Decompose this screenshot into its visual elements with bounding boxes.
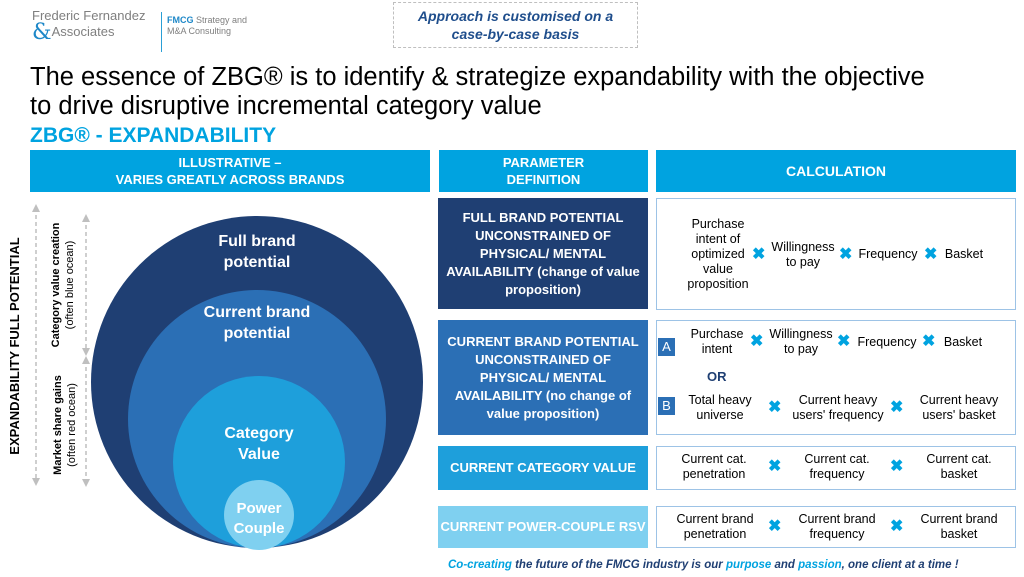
tagline-text2: M&A Consulting	[167, 26, 232, 36]
param-current-brand-potential: CURRENT BRAND POTENTIAL UNCONSTRAINED OF…	[438, 320, 648, 435]
calculation-header: CALCULATION	[656, 150, 1016, 192]
power-couple-label: Power Couple	[214, 499, 304, 539]
multiply-icon: ✖	[890, 458, 904, 475]
axis-creation-arrow-top	[82, 214, 90, 222]
section-title: ZBG® - EXPANDABILITY	[30, 124, 277, 147]
calc1-frequency: Frequency	[858, 247, 918, 261]
calc2-heavy-frequency: Current heavy users' frequency	[792, 393, 884, 422]
calc1-basket: Basket	[944, 247, 984, 261]
footer-w1: Co-creating	[448, 559, 512, 571]
logo-name-line2: &Associates	[32, 22, 145, 44]
power-couple-circle	[224, 480, 294, 550]
illustrative-header: ILLUSTRATIVE – VARIES GREATLY ACROSS BRA…	[30, 150, 430, 192]
or-label: OR	[707, 369, 727, 384]
company-logo: Frederic Fernandez &Associates	[32, 8, 146, 44]
calc-box-category: Current cat. penetration ✖ Current cat. …	[656, 446, 1016, 490]
category-value-label: Category Value	[189, 423, 329, 465]
calc-box-power-couple: Current brand penetration ✖ Current bran…	[656, 506, 1016, 548]
illustrative-line2: VARIES GREATLY ACROSS BRANDS	[115, 172, 345, 187]
approach-note: Approach is customised on a case-by-case…	[393, 2, 638, 48]
logo-ampersand: &	[32, 20, 52, 45]
calc2-purchase-intent: Purchase intent	[690, 327, 744, 356]
footer-w3: purpose	[725, 559, 772, 571]
calc2-frequency: Frequency	[857, 335, 917, 349]
calc-box-current-brand: A Purchase intent ✖ Willingness to pay ✖…	[656, 320, 1016, 435]
calc4-frequency: Current brand frequency	[798, 512, 876, 541]
axis-main-arrow-bottom	[32, 478, 40, 486]
multiply-icon: ✖	[922, 333, 936, 350]
multiply-icon: ✖	[750, 333, 764, 350]
multiply-icon: ✖	[839, 246, 853, 263]
circle1-line1: Full brand	[218, 233, 296, 250]
circle3-line1: Category	[224, 425, 294, 442]
multiply-icon: ✖	[768, 399, 782, 416]
market-share-gains-label: Market share gains (often red ocean)	[51, 370, 81, 480]
market-share-sub: (often red ocean)	[66, 383, 78, 467]
circle1-line2: potential	[223, 254, 291, 271]
title-line1: The essence of ZBG® is to identify & str…	[30, 63, 925, 91]
multiply-icon: ✖	[924, 246, 938, 263]
category-value-creation-label: Category value creation (often blue ocea…	[49, 215, 79, 355]
company-tagline: FMCG Strategy and M&A Consulting	[167, 15, 247, 37]
expandability-diagram	[32, 204, 423, 550]
calc-box-full-brand: Purchase intent of optimized value propo…	[656, 198, 1016, 310]
category-creation-sub: (often blue ocean)	[64, 240, 76, 330]
full-brand-potential-label: Full brand potential	[177, 231, 337, 273]
option-b-badge: B	[658, 397, 675, 415]
market-share-text: Market share gains	[52, 375, 64, 475]
approach-line2: case-by-case basis	[451, 26, 580, 42]
circle3-line2: Value	[238, 446, 280, 463]
logo-divider	[161, 12, 162, 52]
logo-name-line1: Frederic Fernandez	[32, 8, 146, 23]
category-value-circle	[173, 376, 345, 548]
page-title: The essence of ZBG® is to identify & str…	[30, 63, 1020, 121]
calc3-frequency: Current cat. frequency	[804, 452, 870, 481]
expandability-axis-label: EXPANDABILITY FULL POTENTIAL	[7, 237, 22, 455]
footer-w6: , one client at a time !	[841, 559, 959, 571]
footer-w2: the future of the FMCG industry is our	[511, 559, 726, 571]
logo-associates: Associates	[51, 24, 115, 39]
option-a-badge: A	[658, 338, 675, 356]
calc4-basket: Current brand basket	[920, 512, 998, 541]
param-header-line2: DEFINITION	[506, 172, 581, 187]
axis-share-arrow-top	[82, 356, 90, 364]
param-current-category-value: CURRENT CATEGORY VALUE	[438, 446, 648, 490]
param-header-line1: PARAMETER	[502, 155, 585, 170]
calc2-heavy-basket: Current heavy users' basket	[919, 393, 999, 422]
calc1-willingness: Willingness to pay	[771, 240, 835, 269]
calc3-basket: Current cat. basket	[926, 452, 992, 481]
footer-slogan: Co-creating the future of the FMCG indus…	[448, 559, 959, 571]
param-full-brand-potential: FULL BRAND POTENTIAL UNCONSTRAINED OF PH…	[438, 198, 648, 309]
footer-w5: passion	[798, 559, 842, 571]
parameter-definition-header: PARAMETER DEFINITION	[439, 150, 648, 192]
axis-creation-arrow-bottom	[82, 348, 90, 356]
footer-w4: and	[771, 559, 799, 571]
axis-main-arrow-top	[32, 204, 40, 212]
multiply-icon: ✖	[890, 399, 904, 416]
circle4-line2: Couple	[233, 520, 285, 537]
calc2-basket: Basket	[943, 335, 983, 349]
circle4-line1: Power	[236, 500, 282, 517]
calc4-penetration: Current brand penetration	[676, 512, 754, 541]
calc3-penetration: Current cat. penetration	[681, 452, 747, 481]
multiply-icon: ✖	[752, 246, 766, 263]
tagline-fmcg: FMCG	[167, 15, 194, 25]
current-brand-potential-label: Current brand potential	[167, 302, 347, 344]
multiply-icon: ✖	[768, 458, 782, 475]
title-line2: to drive disruptive incremental category…	[30, 92, 542, 120]
multiply-icon: ✖	[768, 518, 782, 535]
multiply-icon: ✖	[837, 333, 851, 350]
axis-share-arrow-bottom	[82, 479, 90, 487]
calc2-willingness: Willingness to pay	[769, 327, 833, 356]
approach-line1: Approach is customised on a	[417, 8, 614, 24]
calc1-purchase-intent: Purchase intent of optimized value propo…	[687, 217, 749, 291]
circle2-line2: potential	[223, 325, 291, 342]
calc2-heavy-universe: Total heavy universe	[688, 393, 752, 422]
illustrative-line1: ILLUSTRATIVE –	[178, 155, 282, 170]
category-creation-text: Category value creation	[50, 222, 62, 348]
multiply-icon: ✖	[890, 518, 904, 535]
circle2-line1: Current brand	[203, 304, 311, 321]
param-power-couple-rsv: CURRENT POWER-COUPLE RSV	[438, 506, 648, 548]
tagline-text1: Strategy and	[193, 15, 248, 25]
